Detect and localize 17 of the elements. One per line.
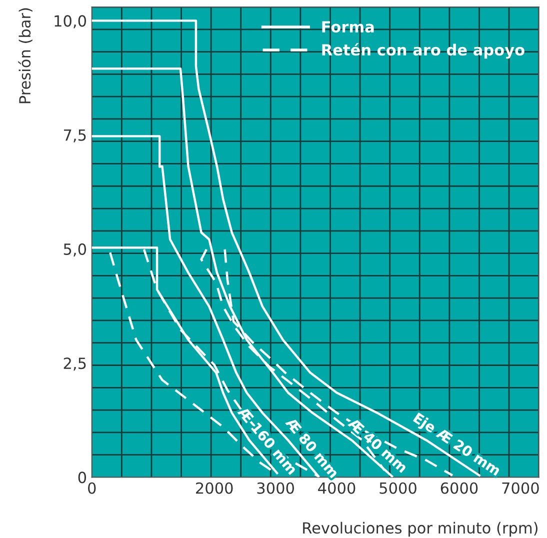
- x-tick-label: 0: [88, 482, 96, 494]
- legend-label: Forma: [322, 21, 374, 33]
- x-tick-label: 6000: [440, 482, 478, 494]
- y-tick-label: 10,0: [54, 15, 86, 28]
- x-tick-label: 2000: [196, 482, 233, 494]
- y-tick-label: 5,0: [64, 243, 86, 257]
- x-tick-label: 5000: [380, 482, 416, 494]
- annotation: Eje Æ 20 mm: [411, 412, 502, 478]
- y-tick-label: 2,5: [64, 358, 86, 371]
- x-axis-title: Revoluciones por minuto (rpm): [303, 522, 538, 537]
- x-tick-label: 3000: [257, 482, 294, 494]
- x-tick-label: 4000: [318, 482, 356, 494]
- y-tick-label: 7,5: [64, 129, 86, 142]
- y-tick-label: 0: [78, 472, 86, 484]
- y-axis-title: Presión (bar): [18, 8, 32, 104]
- x-tick-label: 7000: [502, 482, 539, 494]
- legend-label: Retén con aro de apoyo: [322, 43, 524, 59]
